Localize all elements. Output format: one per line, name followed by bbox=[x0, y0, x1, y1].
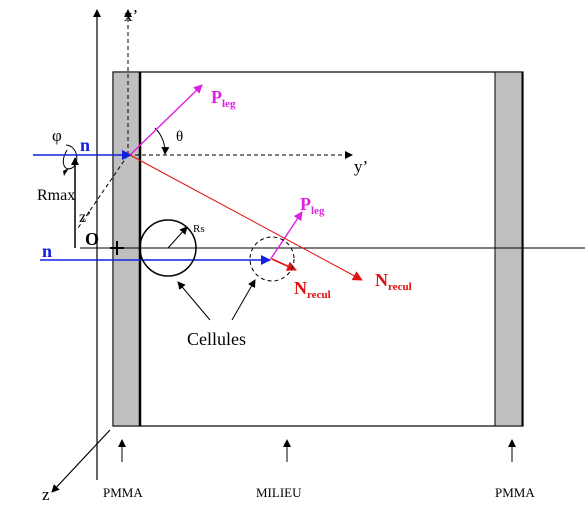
cell-solid bbox=[139, 219, 197, 277]
phi-rotation-arrow bbox=[62, 144, 78, 170]
z-axis bbox=[51, 429, 111, 493]
milieu-box bbox=[112, 71, 524, 427]
neutron-top-label: n bbox=[80, 135, 90, 155]
p-leg-mid-base: P bbox=[300, 194, 311, 214]
theta-arc bbox=[154, 127, 170, 155]
p-leg-top-sub: leg bbox=[222, 98, 236, 110]
proton-mid-arrow bbox=[269, 211, 303, 261]
proton-top-arrow bbox=[129, 84, 203, 156]
z-label: z bbox=[42, 485, 50, 504]
pmma-right-plate bbox=[494, 71, 523, 427]
phi-label: φ bbox=[52, 126, 62, 145]
cellules-pointer-left bbox=[177, 281, 211, 321]
n-recul-1-base: N bbox=[294, 278, 307, 298]
z-prime-axis bbox=[77, 154, 129, 229]
cell-dashed bbox=[249, 236, 295, 282]
origin-label: O bbox=[85, 229, 99, 249]
y-prime-label: y’ bbox=[354, 157, 368, 176]
milieu-label: MILIEU bbox=[256, 485, 302, 500]
cellules-pointer-right bbox=[231, 279, 256, 321]
n-recul-2-base: N bbox=[375, 270, 388, 290]
rs-arrow bbox=[167, 226, 188, 249]
n-recul-2-sub: recul bbox=[388, 281, 412, 293]
z-prime-label: z’ bbox=[79, 209, 91, 226]
rmax-label: Rmax bbox=[37, 187, 75, 204]
recoil-long-line bbox=[129, 154, 363, 281]
p-leg-mid-sub: leg bbox=[311, 205, 325, 217]
p-leg-mid-label: Pleg bbox=[300, 194, 325, 217]
n-recul-2-label: Nrecul bbox=[375, 270, 412, 293]
x-prime-label: x’ bbox=[124, 6, 138, 25]
neutron-bottom-label: n bbox=[42, 241, 52, 261]
pmma-right-label: PMMA bbox=[495, 485, 535, 500]
n-recul-1-sub: recul bbox=[307, 289, 331, 301]
cellules-label: Cellules bbox=[187, 329, 246, 349]
pmma-left-label: PMMA bbox=[103, 485, 143, 500]
n-recul-1-label: Nrecul bbox=[294, 278, 331, 301]
theta-label: θ bbox=[176, 129, 183, 145]
phi-arrowhead bbox=[63, 168, 69, 176]
rs-label: Rs bbox=[193, 223, 205, 235]
p-leg-top-base: P bbox=[211, 87, 222, 107]
p-leg-top-label: Pleg bbox=[211, 87, 236, 110]
